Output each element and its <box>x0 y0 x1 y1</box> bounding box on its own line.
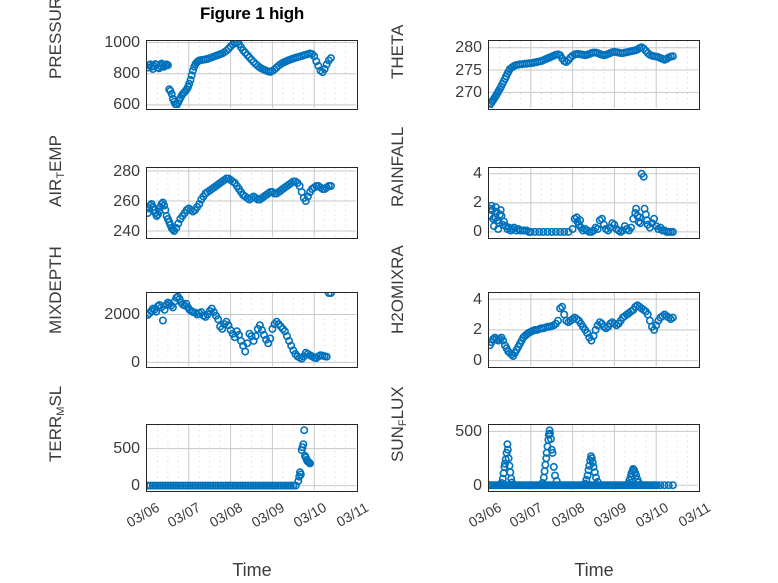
ytick-label-pressure-1: 800 <box>113 65 140 83</box>
xtick-label-sun_flux-2: 03/08 <box>548 499 588 531</box>
plot-axes-theta <box>488 40 700 110</box>
ytick-label-air_temp-1: 260 <box>113 192 140 210</box>
xlabel-sun_flux: Time <box>574 560 614 580</box>
plot-axes-rainfall <box>488 167 700 239</box>
xtick-label-terr_msl-1: 03/07 <box>164 499 204 531</box>
ytick-label-rainfall-1: 2 <box>473 194 482 212</box>
xtick-label-sun_flux-3: 03/09 <box>590 499 629 531</box>
ytick-label-h2omixra-1: 2 <box>473 321 482 339</box>
xtick-label-sun_flux-1: 03/07 <box>506 499 546 531</box>
plot-axes-h2omixra <box>488 292 700 368</box>
ytick-label-mixdepth-1: 2000 <box>104 306 140 324</box>
ytick-label-air_temp-2: 280 <box>113 162 140 180</box>
plot-axes-mixdepth <box>146 292 358 368</box>
ytick-label-pressure-2: 1000 <box>104 34 140 52</box>
ytick-label-pressure-0: 600 <box>113 96 140 114</box>
ytick-label-rainfall-2: 4 <box>473 165 482 183</box>
ylabel-tail: SL <box>46 385 65 407</box>
ytick-label-sun_flux-0: 0 <box>473 476 482 494</box>
ylabel-tail: EMP <box>46 135 65 172</box>
ylabel-main: AIR <box>46 178 65 207</box>
ylabel-main: SUN <box>388 426 407 462</box>
plot-axes-pressure <box>146 40 358 110</box>
ylabel-subscript: F <box>397 419 409 427</box>
ylabel-subscript: T <box>55 171 67 179</box>
ytick-label-terr_msl-0: 0 <box>131 477 140 495</box>
xlabel-terr_msl: Time <box>232 560 272 580</box>
ytick-label-h2omixra-2: 4 <box>473 290 482 308</box>
ylabel-tail: LUX <box>388 386 407 420</box>
plot-axes-air_temp <box>146 167 358 239</box>
xtick-label-terr_msl-3: 03/09 <box>248 499 287 531</box>
ytick-label-theta-0: 270 <box>455 83 482 101</box>
ytick-label-terr_msl-1: 500 <box>113 440 140 458</box>
ytick-label-theta-2: 280 <box>455 39 482 57</box>
ylabel-subscript: M <box>55 406 67 416</box>
ylabel-main: TERR <box>46 415 65 462</box>
plot-axes-sun_flux <box>488 424 700 492</box>
xtick-label-sun_flux-4: 03/10 <box>632 499 671 531</box>
xtick-label-terr_msl-5: 03/11 <box>333 499 371 530</box>
ytick-label-theta-1: 275 <box>455 61 482 79</box>
ytick-label-air_temp-0: 240 <box>113 222 140 240</box>
ytick-label-h2omixra-0: 0 <box>473 352 482 370</box>
plot-axes-terr_msl <box>146 424 358 492</box>
ytick-label-rainfall-0: 0 <box>473 223 482 241</box>
xtick-label-sun_flux-5: 03/11 <box>675 499 713 530</box>
ytick-label-mixdepth-0: 0 <box>131 353 140 371</box>
ytick-label-sun_flux-1: 500 <box>455 422 482 440</box>
xtick-label-terr_msl-4: 03/10 <box>290 499 329 531</box>
xtick-label-terr_msl-2: 03/08 <box>206 499 246 531</box>
figure-title: Figure 1 high <box>199 4 305 23</box>
